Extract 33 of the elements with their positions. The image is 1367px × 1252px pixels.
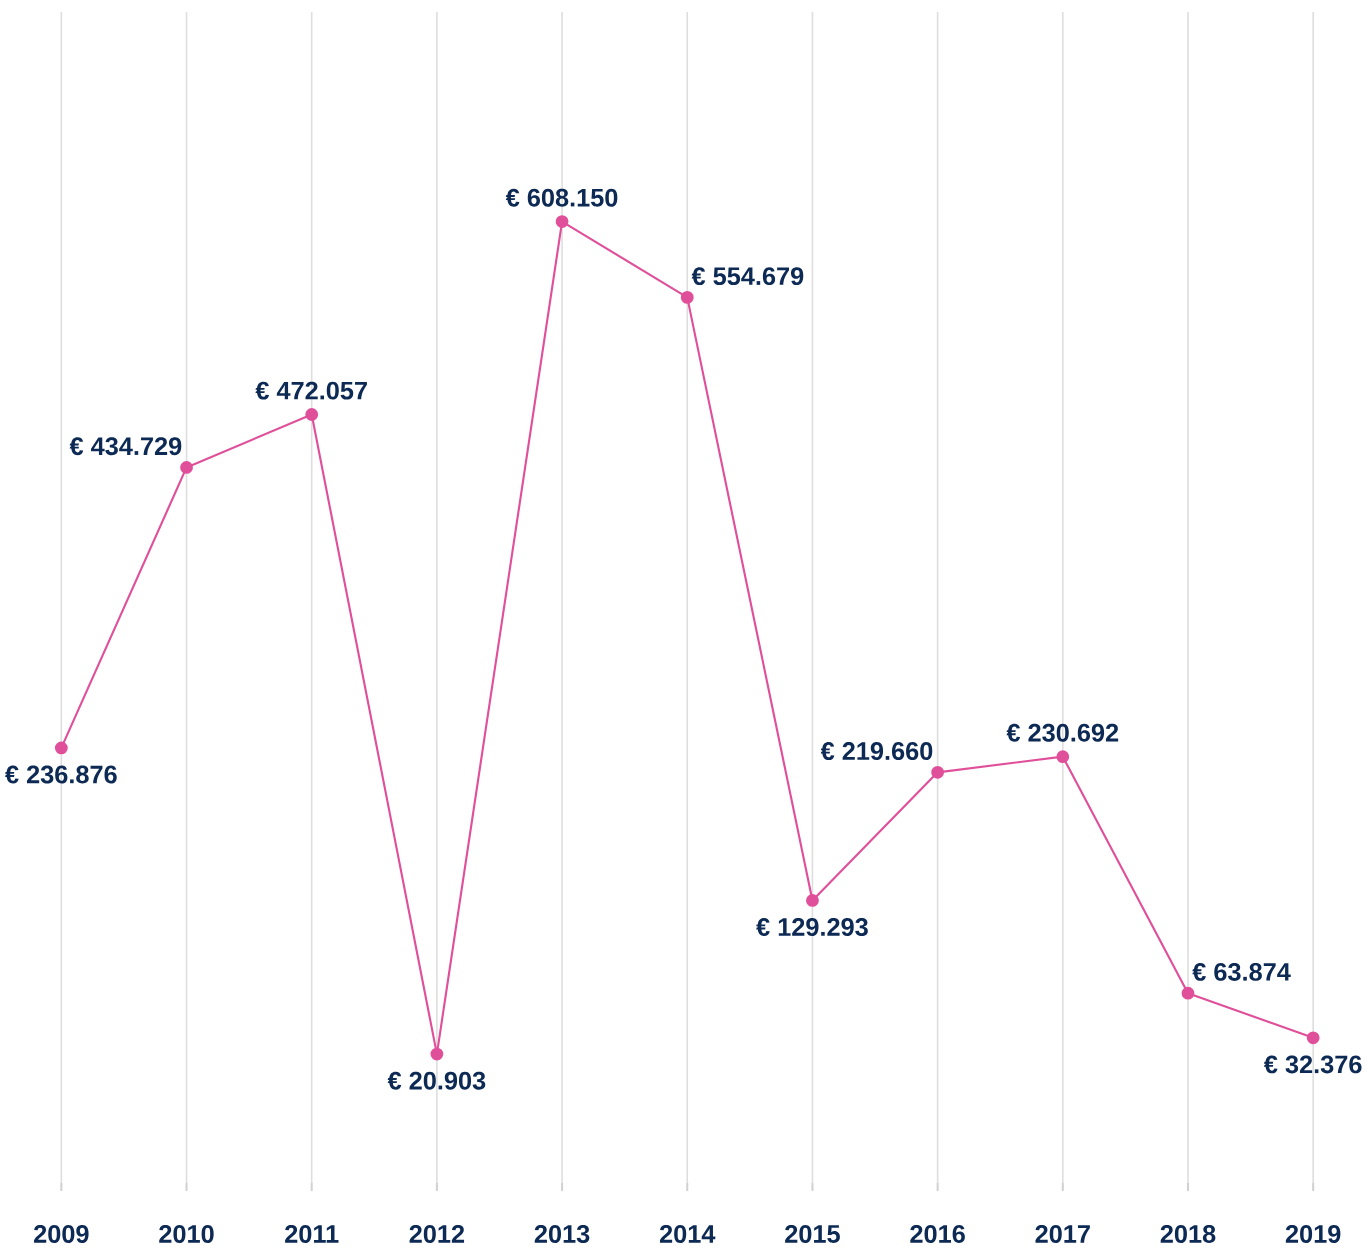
x-tick-label: 2011: [285, 1224, 339, 1243]
point: [54, 741, 68, 755]
x-tick-label: 2018: [1160, 1224, 1216, 1243]
x-tick-label: 2019: [1285, 1224, 1341, 1243]
point: [1306, 1031, 1320, 1045]
data-label: € 608.150: [505, 188, 618, 207]
x-tick-label: 2015: [785, 1224, 840, 1243]
point: [806, 893, 819, 907]
x-tick-label: 2010: [159, 1224, 214, 1243]
x-tick-label: 2017: [1035, 1224, 1090, 1243]
data-label: € 32.376: [1263, 1055, 1362, 1074]
data-label: € 434.729: [69, 437, 182, 456]
point: [305, 407, 319, 421]
data-label: € 230.692: [1006, 723, 1119, 742]
point: [555, 215, 569, 228]
x-tick-label: 2014: [659, 1224, 716, 1243]
point: [430, 1047, 444, 1061]
point: [1181, 986, 1195, 1000]
point: [1056, 750, 1070, 763]
data-label: € 554.679: [691, 267, 804, 285]
data-label: € 236.876: [5, 765, 117, 784]
point: [180, 460, 193, 474]
x-tick-label: 2013: [534, 1224, 590, 1243]
x-tick-label: 2009: [34, 1224, 89, 1243]
x-tick-label: 2012: [409, 1224, 465, 1243]
point: [680, 290, 694, 304]
point: [931, 765, 945, 779]
data-label: € 20.903: [387, 1071, 486, 1090]
data-label: € 472.057: [255, 381, 367, 400]
x-tick-label: 2016: [910, 1224, 965, 1243]
data-label: € 63.874: [1192, 962, 1291, 981]
data-label: € 129.293: [756, 917, 868, 936]
data-label: € 219.660: [820, 741, 933, 760]
